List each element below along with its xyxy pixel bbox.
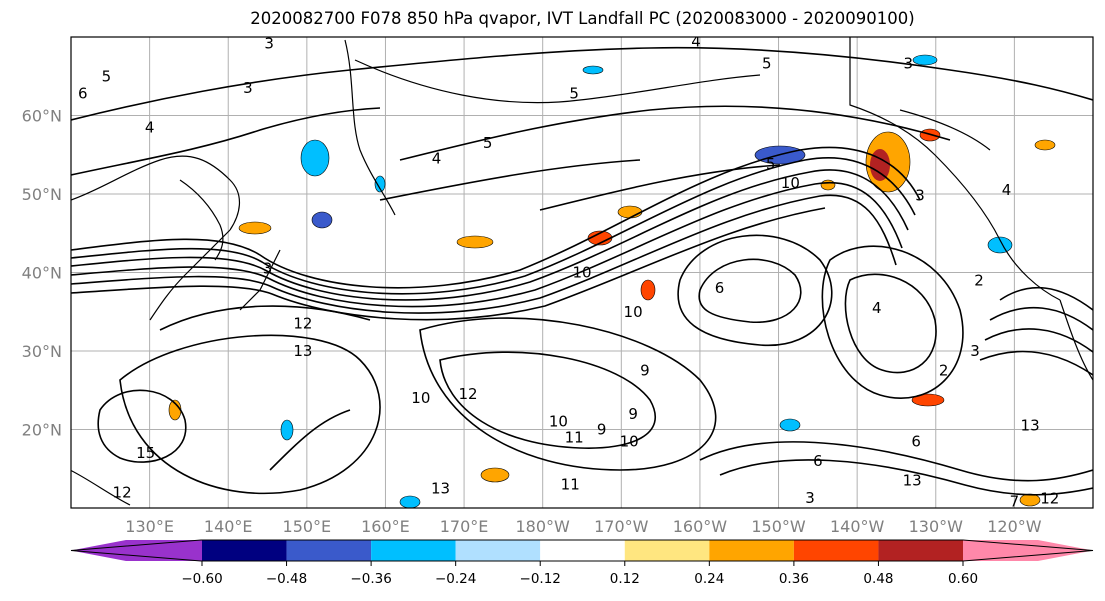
colorbar-bin [540, 540, 625, 561]
contour-label: 3 [243, 79, 253, 97]
colorbar-ticks: −0.60 −0.48 −0.36 −0.24 −0.12 0.12 0.24 0.36 0.4… [181, 561, 978, 587]
contour-label: 13 [903, 472, 922, 490]
longitude-label: 120°W [987, 517, 1042, 536]
colorbar-tick-label: −0.36 [350, 571, 391, 587]
colorbar-tick-label: 0.60 [948, 571, 978, 587]
colorbar-bin [371, 540, 456, 561]
latitude-label: 30°N [22, 342, 62, 361]
contour-label: 5 [762, 55, 772, 73]
contour-label: 10 [572, 264, 591, 282]
contour-label: 12 [113, 483, 132, 501]
colorbar-bin [793, 540, 879, 561]
colorbar-bin [286, 540, 372, 561]
contour-label: 10 [549, 413, 568, 431]
contour-label: 10 [624, 303, 643, 321]
longitude-label: 180°W [516, 517, 571, 536]
contour-label: 5 [483, 134, 493, 152]
colorbar-tick-label: 0.36 [779, 571, 809, 587]
colorbar-outline [70, 539, 1094, 562]
colorbar-tick-label: 0.12 [610, 571, 640, 587]
contour-label: 3 [263, 260, 273, 278]
colorbar-bin [878, 540, 963, 561]
contour-label: 3 [903, 55, 913, 73]
longitude-labels: 130°E 140°E 150°E 160°E 170°E 180°W 170°W 160°W… [125, 517, 1041, 536]
contour-label: 5 [569, 85, 579, 103]
colorbar-tick-label: −0.48 [266, 571, 307, 587]
contour-label: 6 [813, 452, 823, 470]
latitude-label: 50°N [22, 185, 62, 204]
contour-label: 3 [805, 489, 815, 507]
ivt-contours [71, 46, 1093, 496]
colorbar-tick-label: −0.24 [435, 571, 476, 587]
contour-label: 13 [1021, 417, 1040, 435]
colorbar-bin [202, 540, 287, 561]
contour-label: 4 [872, 299, 882, 317]
longitude-label: 170°W [594, 517, 649, 536]
latitude-labels: 60°N 50°N 40°N 30°N 20°N [22, 107, 62, 440]
colorbar [70, 539, 1094, 562]
coastlines [71, 37, 1093, 506]
colorbar-extend-low [71, 540, 202, 561]
latitude-label: 20°N [22, 421, 62, 440]
contour-label: 6 [911, 432, 921, 450]
longitude-label: 170°E [440, 517, 489, 536]
contour-label: 12 [293, 315, 312, 333]
map-title: 2020082700 F078 850 hPa qvapor, IVT Land… [250, 9, 915, 28]
contour-label: 4 [691, 33, 701, 51]
contour-label: 4 [1002, 181, 1012, 199]
longitude-label: 150°E [283, 517, 332, 536]
contour-label: 9 [597, 421, 607, 439]
colorbar-extend-high [963, 540, 1093, 561]
contour-label: 12 [1040, 490, 1059, 508]
contour-label: 2 [939, 362, 949, 380]
colorbar-tick-label: 0.48 [863, 571, 893, 587]
contour-label: 3 [915, 187, 925, 205]
map-frame [70, 36, 1094, 509]
colorbar-tick-label: −0.60 [181, 571, 222, 587]
contour-label: 9 [640, 362, 650, 380]
contour-label: 9 [628, 405, 638, 423]
contour-label: 5 [766, 155, 776, 173]
contour-label: 3 [970, 342, 980, 360]
contour-label: 6 [715, 279, 725, 297]
longitude-label: 160°E [361, 517, 410, 536]
graticule [71, 37, 1093, 508]
colorbar-tick-label: 0.24 [694, 571, 724, 587]
contour-label: 2 [974, 271, 984, 289]
contour-label: 10 [781, 174, 800, 192]
contour-label: 4 [432, 150, 442, 168]
longitude-label: 150°W [751, 517, 806, 536]
contour-label: 3 [264, 34, 274, 52]
contour-label: 11 [565, 428, 584, 446]
colorbar-tick-label: −0.12 [520, 571, 561, 587]
qvapor-shading [168, 54, 1056, 508]
colorbar-bin [624, 540, 710, 561]
contour-label: 10 [411, 389, 430, 407]
contour-label: 15 [136, 444, 155, 462]
latitude-label: 60°N [22, 107, 62, 126]
contour-label: 13 [431, 479, 450, 497]
contour-label: 13 [293, 342, 312, 360]
longitude-label: 160°W [673, 517, 728, 536]
contour-label: 10 [620, 432, 639, 450]
contour-label: 4 [145, 118, 155, 136]
contour-label: 6 [78, 85, 88, 103]
colorbar-bin [709, 540, 794, 561]
longitude-label: 140°W [830, 517, 885, 536]
colorbar-bin [455, 540, 541, 561]
contour-label: 7 [1010, 493, 1020, 511]
latitude-label: 40°N [22, 264, 62, 283]
contour-label: 11 [561, 475, 580, 493]
longitude-label: 140°E [204, 517, 253, 536]
longitude-label: 130°E [125, 517, 174, 536]
contour-label: 12 [458, 385, 477, 403]
contour-label: 5 [102, 67, 112, 85]
longitude-label: 130°W [909, 517, 964, 536]
